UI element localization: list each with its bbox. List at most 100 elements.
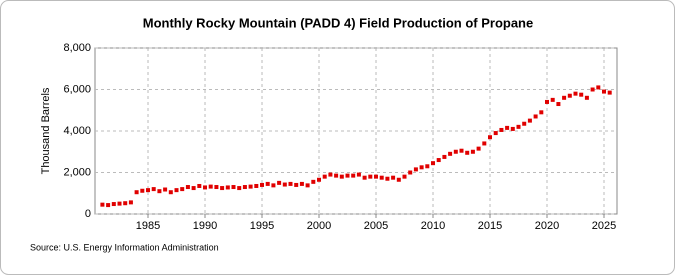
point [123, 201, 128, 206]
point [157, 189, 162, 194]
point [533, 114, 538, 119]
x-tick-label: 2025 [592, 220, 616, 232]
point [288, 181, 293, 186]
point [527, 118, 532, 123]
x-tick-label: 2000 [307, 220, 331, 232]
x-tick-label: 2020 [535, 220, 559, 232]
point [470, 149, 475, 154]
point [345, 173, 350, 178]
point [214, 185, 219, 190]
point [505, 125, 510, 130]
x-tick-label: 1990 [193, 220, 217, 232]
x-tick-label: 2010 [421, 220, 445, 232]
point [408, 170, 413, 175]
point [379, 175, 384, 180]
point [391, 175, 396, 180]
point [299, 181, 304, 186]
point [488, 135, 493, 140]
point [237, 186, 242, 191]
source: Source: U.S. Energy Information Administ… [30, 242, 219, 252]
point [225, 185, 230, 190]
point [396, 177, 401, 182]
point [208, 184, 213, 189]
point [419, 165, 424, 170]
point [368, 174, 373, 179]
y-tick-label: 4,000 [63, 125, 91, 137]
point [231, 185, 236, 190]
point [385, 176, 390, 181]
point [146, 188, 151, 193]
y-tick-label: 8,000 [63, 42, 91, 54]
point [493, 131, 498, 136]
point [465, 150, 470, 155]
point [100, 202, 105, 207]
point [607, 90, 612, 95]
point [111, 202, 116, 207]
point [339, 174, 344, 179]
point [277, 180, 282, 185]
point [334, 173, 339, 178]
point [516, 124, 521, 129]
point [151, 187, 156, 192]
point [584, 95, 589, 100]
chart-title: Monthly Rocky Mountain (PADD 4) Field Pr… [143, 15, 533, 30]
point [374, 174, 379, 179]
point [476, 146, 481, 151]
point [265, 181, 270, 186]
point [294, 182, 299, 187]
x-tick-label: 1995 [250, 220, 274, 232]
point [590, 87, 595, 92]
x-tick-label: 1985 [136, 220, 160, 232]
point [448, 151, 453, 156]
point [163, 187, 168, 192]
y-tick-label: 6,000 [63, 83, 91, 95]
y-tick-label: 2,000 [63, 166, 91, 178]
point [248, 184, 253, 189]
point [106, 203, 111, 208]
point [351, 173, 356, 178]
point [134, 190, 139, 195]
point [539, 110, 544, 115]
point [459, 148, 464, 153]
point [271, 183, 276, 188]
point [442, 154, 447, 159]
x-tick-label: 2005 [364, 220, 388, 232]
point [168, 190, 173, 195]
point [174, 188, 179, 193]
point [305, 183, 310, 188]
y-axis-label: Thousand Barrels [40, 87, 52, 174]
point [402, 174, 407, 179]
point [499, 127, 504, 132]
point [197, 183, 202, 188]
point [220, 186, 225, 191]
point [328, 172, 333, 177]
point [573, 91, 578, 96]
y-tick-label: 0 [85, 208, 91, 220]
point [140, 188, 145, 193]
point [356, 172, 361, 177]
point [510, 126, 515, 131]
point [254, 183, 259, 188]
point [602, 89, 607, 94]
point [556, 102, 561, 107]
point [242, 185, 247, 190]
point [579, 92, 584, 97]
point [117, 201, 122, 206]
point [317, 177, 322, 182]
point [260, 182, 265, 187]
x-tick-label: 2015 [478, 220, 502, 232]
point [436, 158, 441, 163]
point [596, 85, 601, 90]
point [311, 179, 316, 184]
point [522, 121, 527, 126]
point [322, 174, 327, 179]
point [185, 185, 190, 190]
point [562, 95, 567, 100]
point [413, 167, 418, 172]
point [431, 161, 436, 166]
point [128, 200, 133, 205]
point [550, 97, 555, 102]
point [362, 175, 367, 180]
